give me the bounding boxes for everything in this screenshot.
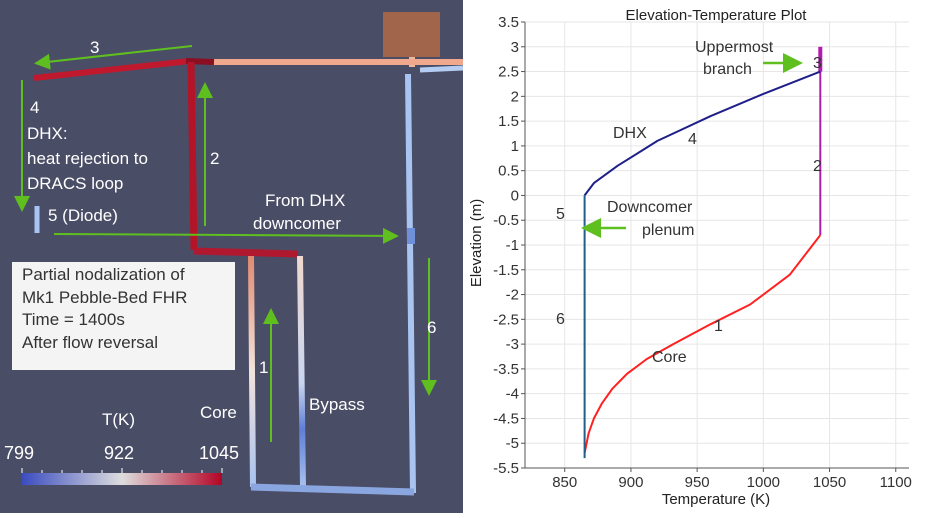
colorbar-min-label: 799 xyxy=(4,443,34,465)
y-tick-label: -0.5 xyxy=(493,212,519,229)
y-tick-label: -4.5 xyxy=(493,410,519,427)
y-tick-label: -2.5 xyxy=(493,311,519,328)
annotation-4: 4 xyxy=(688,131,697,148)
axes: 850 900 950 1000 1050 1100 3.5 3 2.5 2 1.5 1 0.5 0 -0.… xyxy=(493,14,912,491)
bypass-label: Bypass xyxy=(309,395,365,415)
info-line: After flow reversal xyxy=(22,332,235,355)
label-4: 4 xyxy=(30,98,39,118)
x-tick-label: 950 xyxy=(685,474,710,491)
y-tick-label: -3 xyxy=(506,336,519,353)
core-label: Core xyxy=(200,403,237,423)
bypass-pipe xyxy=(300,256,303,487)
x-tick-label: 1000 xyxy=(747,474,780,491)
label-1: 1 xyxy=(259,358,268,378)
label-2: 2 xyxy=(210,149,219,169)
colorbar-title: T(K) xyxy=(102,410,135,430)
annotation-1: 1 xyxy=(714,318,723,335)
y-tick-label: 3.5 xyxy=(498,14,519,31)
nodalization-view: 3 4 DHX: heat rejection to DRACS loop 2 … xyxy=(0,0,463,513)
info-box: Partial nodalization of Mk1 Pebble-Bed F… xyxy=(12,262,235,370)
grid xyxy=(525,22,909,468)
y-tick-label: -1.5 xyxy=(493,262,519,279)
y-tick-label: -5.5 xyxy=(493,460,519,477)
loop-schematic xyxy=(0,0,463,513)
y-tick-label: -1 xyxy=(506,237,519,254)
x-tick-label: 900 xyxy=(618,474,643,491)
dhx-label-line1: DHX: xyxy=(27,124,68,144)
diode-label: 5 (Diode) xyxy=(48,206,118,226)
pipe-elbow xyxy=(186,61,214,62)
y-tick-label: -4 xyxy=(506,386,519,403)
arrow-from-dhx-icon xyxy=(54,234,395,236)
downcomer-plenum-node xyxy=(407,228,415,244)
pipe-segment-3 xyxy=(34,61,190,78)
y-tick-label: -2 xyxy=(506,287,519,304)
info-line: Mk1 Pebble-Bed FHR xyxy=(22,287,235,310)
y-tick-label: 2 xyxy=(511,88,519,105)
annotation-uppermost-line1: Uppermost xyxy=(695,39,774,56)
x-axis-label: Temperature (K) xyxy=(662,491,770,508)
info-line: Partial nodalization of xyxy=(22,264,235,287)
from-dhx-line2: downcomer xyxy=(253,214,341,234)
downcomer-pipe-6 xyxy=(408,74,413,493)
chart-title: Elevation-Temperature Plot xyxy=(626,7,808,24)
annotation-5: 5 xyxy=(556,206,565,223)
core-pipe-1 xyxy=(251,256,253,487)
x-tick-label: 850 xyxy=(552,474,577,491)
dhx-label-line3: DRACS loop xyxy=(27,174,123,194)
colorbar-ticks xyxy=(22,468,222,473)
y-tick-label: -3.5 xyxy=(493,361,519,378)
y-tick-label: 0 xyxy=(511,187,519,204)
riser-pipe-2 xyxy=(191,62,194,250)
annotation-downcomer-line2: plenum xyxy=(642,222,694,239)
y-tick-label: 0.5 xyxy=(498,163,519,180)
y-tick-label: 1.5 xyxy=(498,113,519,130)
colorbar xyxy=(22,473,222,485)
series-layer xyxy=(585,47,821,458)
x-tick-label: 1100 xyxy=(880,474,912,491)
annotation-uppermost-line2: branch xyxy=(703,61,752,78)
y-tick-label: -5 xyxy=(506,435,519,452)
y-axis-label: Elevation (m) xyxy=(468,199,485,287)
label-3: 3 xyxy=(90,38,99,58)
y-tick-label: 3 xyxy=(511,39,519,56)
annotation-downcomer-line1: Downcomer xyxy=(607,199,693,216)
elevation-temperature-chart: 850 900 950 1000 1050 1100 3.5 3 2.5 2 1.5 1 0.5 0 -0.… xyxy=(463,0,936,513)
y-tick-label: 2.5 xyxy=(498,64,519,81)
y-tick-label: 1 xyxy=(511,138,519,155)
annotation-dhx: DHX xyxy=(613,125,647,142)
from-dhx-line1: From DHX xyxy=(265,191,345,211)
colorbar-max-label: 1045 xyxy=(199,443,239,465)
annotation-3: 3 xyxy=(813,55,822,72)
chart-panel: 850 900 950 1000 1050 1100 3.5 3 2.5 2 1.5 1 0.5 0 -0.… xyxy=(463,0,936,513)
horizontal-hot-pipe xyxy=(194,251,298,254)
upper-tank xyxy=(383,12,440,57)
outer-right-pipe xyxy=(420,68,463,70)
info-line: Time = 1400s xyxy=(22,309,235,332)
annotation-core: Core xyxy=(652,349,687,366)
annotation-2: 2 xyxy=(813,158,822,175)
dhx-label-line2: heat rejection to xyxy=(27,149,148,169)
label-6: 6 xyxy=(427,318,436,338)
colorbar-mid-label: 922 xyxy=(104,443,134,465)
annotation-6: 6 xyxy=(556,311,565,328)
bottom-pipe xyxy=(251,487,414,492)
x-tick-label: 1050 xyxy=(813,474,846,491)
